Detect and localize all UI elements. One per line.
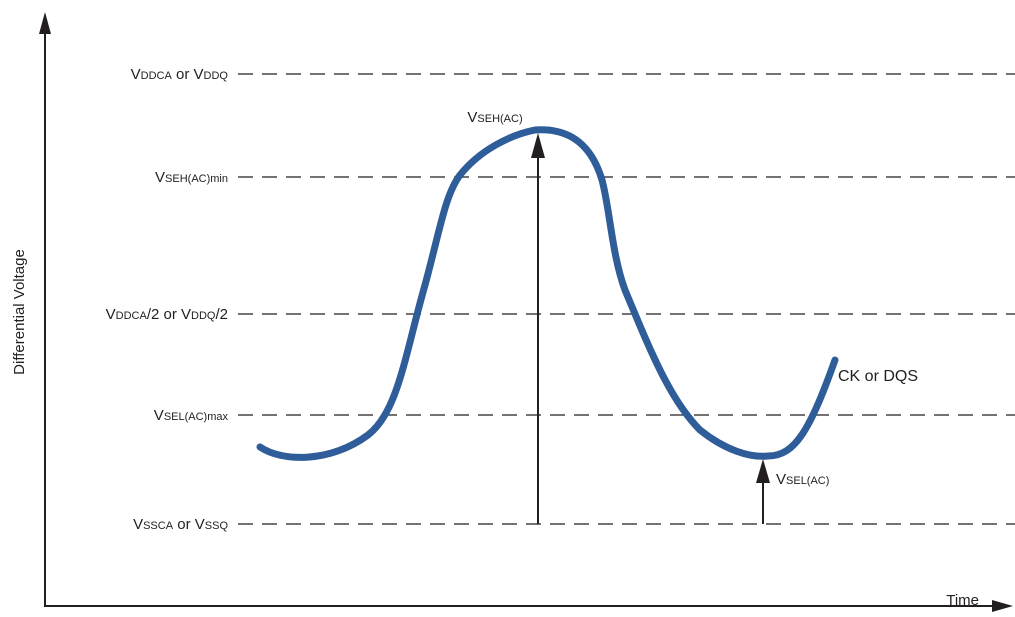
label-part: DDCA bbox=[141, 70, 173, 82]
label-part: SEH(AC)min bbox=[165, 173, 228, 185]
label-part: V bbox=[194, 66, 204, 83]
label-part: V bbox=[131, 66, 141, 83]
y-axis-title: Differential Voltage bbox=[11, 249, 28, 375]
ck-dqs-label: CK or DQS bbox=[838, 368, 918, 385]
label-part: DDQ bbox=[204, 70, 229, 82]
level-label-vdd: VDDCA or VDDQ bbox=[131, 66, 229, 83]
label-part: V bbox=[106, 306, 116, 323]
label-part: DDCA bbox=[116, 310, 148, 322]
label-part: /2 or bbox=[147, 306, 181, 323]
label-part: SSQ bbox=[205, 520, 229, 532]
level-label-vss: VSSCA or VSSQ bbox=[133, 516, 228, 533]
x-axis-arrowhead bbox=[992, 600, 1013, 612]
label-part: or bbox=[173, 516, 195, 533]
label-part: V bbox=[467, 109, 477, 126]
level-label-vseh-min: VSEH(AC)min bbox=[155, 169, 228, 186]
label-part: V bbox=[154, 407, 164, 424]
label-part: V bbox=[181, 306, 191, 323]
vseh-ac-arrowhead bbox=[531, 133, 545, 158]
vseh-ac-label: VSEH(AC) bbox=[467, 109, 522, 126]
label-part: SEH(AC) bbox=[477, 113, 522, 125]
label-part: SEL(AC) bbox=[786, 475, 829, 487]
level-label-vsel-max: VSEL(AC)max bbox=[154, 407, 229, 424]
vsel-ac-arrowhead bbox=[756, 459, 770, 483]
label-part: SEL(AC)max bbox=[164, 411, 229, 423]
label-part: V bbox=[195, 516, 205, 533]
y-axis-arrowhead bbox=[39, 12, 51, 34]
label-part: DDQ bbox=[191, 310, 216, 322]
label-part: V bbox=[133, 516, 143, 533]
label-part: SSCA bbox=[143, 520, 174, 532]
ck-dqs-waveform bbox=[256, 126, 839, 461]
level-label-vdd-half: VDDCA/2 or VDDQ/2 bbox=[106, 306, 228, 323]
label-part: V bbox=[776, 471, 786, 488]
vsel-ac-label: VSEL(AC) bbox=[776, 471, 829, 488]
label-part: V bbox=[155, 169, 165, 186]
label-part: or bbox=[172, 66, 194, 83]
x-axis-title: Time bbox=[946, 592, 979, 609]
label-part: /2 bbox=[215, 306, 228, 323]
